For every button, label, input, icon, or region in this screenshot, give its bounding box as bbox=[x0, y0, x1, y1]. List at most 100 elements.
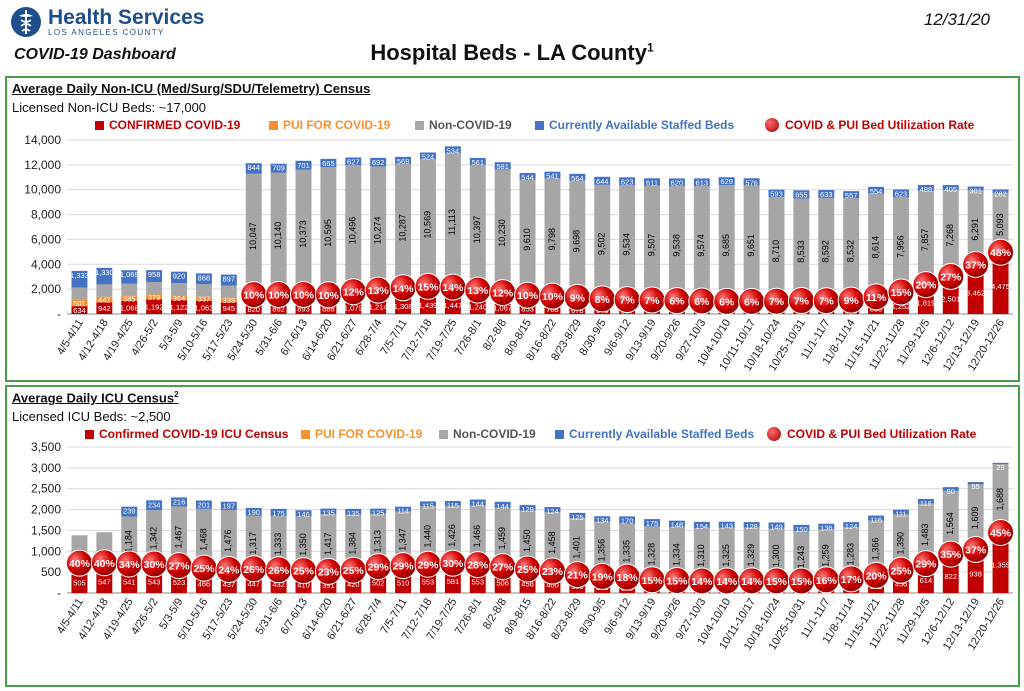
data-label: 1,333 bbox=[70, 271, 89, 280]
bar-segment bbox=[619, 516, 636, 524]
bar-segment bbox=[843, 198, 860, 305]
data-label: 1,447 bbox=[443, 301, 462, 310]
bar-segment bbox=[195, 300, 212, 314]
data-label: 1,350 bbox=[298, 533, 308, 556]
utilization-marker bbox=[887, 556, 915, 584]
y-tick-label: - bbox=[57, 586, 61, 600]
utilization-label: 48% bbox=[990, 247, 1012, 259]
data-label: 400 bbox=[546, 581, 559, 590]
bar-segment bbox=[220, 302, 237, 314]
data-label: 1,347 bbox=[397, 528, 407, 551]
bar-segment bbox=[171, 497, 187, 507]
utilization-label: 7% bbox=[769, 296, 785, 308]
utilization-label: 23% bbox=[542, 566, 564, 578]
bar-segment bbox=[370, 166, 387, 295]
data-label: 10,595 bbox=[323, 219, 333, 247]
bar-segment bbox=[444, 152, 461, 292]
data-label: 1,330 bbox=[95, 268, 114, 277]
bar-segment bbox=[893, 509, 909, 515]
data-label: 29 bbox=[996, 463, 1004, 472]
bar-segment bbox=[544, 507, 561, 513]
data-label: 1,184 bbox=[124, 530, 134, 553]
data-label: 1,476 bbox=[223, 529, 233, 552]
data-label: 115 bbox=[422, 501, 434, 510]
data-label: 8,710 bbox=[771, 240, 781, 263]
bar-segment bbox=[220, 298, 237, 303]
bar-segment bbox=[345, 508, 362, 515]
org-subtitle: LOS ANGELES COUNTY bbox=[48, 28, 165, 37]
bar-segment bbox=[519, 505, 536, 511]
data-label: 216 bbox=[173, 497, 186, 506]
data-label: 853 bbox=[521, 305, 534, 314]
bar-segment bbox=[868, 186, 885, 194]
utilization-label: 7% bbox=[644, 295, 660, 307]
data-label: 1,688 bbox=[995, 488, 1005, 511]
data-label: 1,079 bbox=[344, 303, 363, 312]
bar-segment bbox=[71, 287, 88, 300]
data-label: 942 bbox=[98, 304, 111, 313]
bar-segment bbox=[96, 302, 113, 314]
data-label: 868 bbox=[198, 273, 211, 282]
data-label: 128 bbox=[745, 522, 758, 531]
data-label: 9,534 bbox=[622, 233, 632, 256]
data-label: 7,956 bbox=[895, 235, 905, 258]
utilization-label: 7% bbox=[819, 296, 835, 308]
data-label: 124 bbox=[546, 507, 559, 516]
data-label: 1,355 bbox=[991, 561, 1010, 570]
data-label: 9,685 bbox=[721, 234, 731, 257]
bar-segment bbox=[768, 522, 785, 529]
bar-segment bbox=[743, 522, 760, 528]
utilization-label: 21% bbox=[567, 570, 589, 582]
utilization-label: 27% bbox=[169, 561, 191, 573]
data-label: 1,609 bbox=[970, 507, 980, 530]
bar-segment bbox=[71, 306, 88, 314]
utilization-marker bbox=[987, 238, 1015, 266]
bar-segment bbox=[420, 501, 436, 507]
bar-segment bbox=[96, 267, 113, 285]
data-label: 1,819 bbox=[916, 299, 935, 308]
bar-segment bbox=[121, 283, 138, 296]
bar-segment bbox=[320, 508, 337, 515]
data-label: 9,574 bbox=[696, 234, 706, 257]
bar-segment bbox=[320, 167, 337, 299]
bar-segment bbox=[420, 296, 436, 314]
bar-segment bbox=[370, 508, 387, 514]
data-label: 2,501 bbox=[941, 294, 960, 303]
data-label: 148 bbox=[671, 521, 684, 530]
bar-segment bbox=[668, 178, 685, 187]
data-label: 125 bbox=[372, 509, 385, 518]
bar-segment bbox=[121, 295, 138, 301]
y-tick-label: 10,000 bbox=[24, 183, 61, 197]
data-label: 3,462 bbox=[966, 288, 985, 297]
data-label: 524 bbox=[422, 152, 435, 161]
utilization-label: 25% bbox=[517, 564, 539, 576]
utilization-label: 20% bbox=[866, 570, 888, 582]
data-label: 581 bbox=[496, 162, 509, 171]
data-label: 844 bbox=[247, 163, 260, 172]
bar-segment bbox=[917, 184, 934, 192]
bar-segment bbox=[195, 273, 212, 285]
utilization-label: 6% bbox=[669, 296, 685, 308]
bar-segment bbox=[569, 512, 586, 519]
data-label: 10,496 bbox=[348, 217, 358, 245]
data-label: 501 bbox=[73, 299, 86, 308]
bar-segment bbox=[967, 553, 984, 593]
data-label: 564 bbox=[571, 174, 584, 183]
data-label: 1,067 bbox=[493, 303, 512, 312]
data-label: 7,857 bbox=[920, 229, 930, 252]
data-label: 458 bbox=[521, 579, 534, 588]
bar-segment bbox=[868, 193, 885, 301]
bar-segment bbox=[644, 185, 660, 305]
data-label: 1,317 bbox=[248, 532, 258, 555]
data-label: 506 bbox=[496, 578, 509, 587]
data-label: 201 bbox=[198, 501, 211, 510]
utilization-label: 40% bbox=[94, 558, 116, 570]
bar-segment bbox=[843, 191, 860, 199]
data-label: 553 bbox=[422, 577, 435, 586]
utilization-label: 15% bbox=[417, 281, 439, 293]
bar-segment bbox=[444, 296, 461, 314]
data-label: 1,333 bbox=[273, 533, 283, 556]
data-label: 1,063 bbox=[195, 303, 214, 312]
utilization-label: 30% bbox=[442, 558, 464, 570]
logo: Health Services LOS ANGELES COUNTY bbox=[10, 6, 204, 38]
